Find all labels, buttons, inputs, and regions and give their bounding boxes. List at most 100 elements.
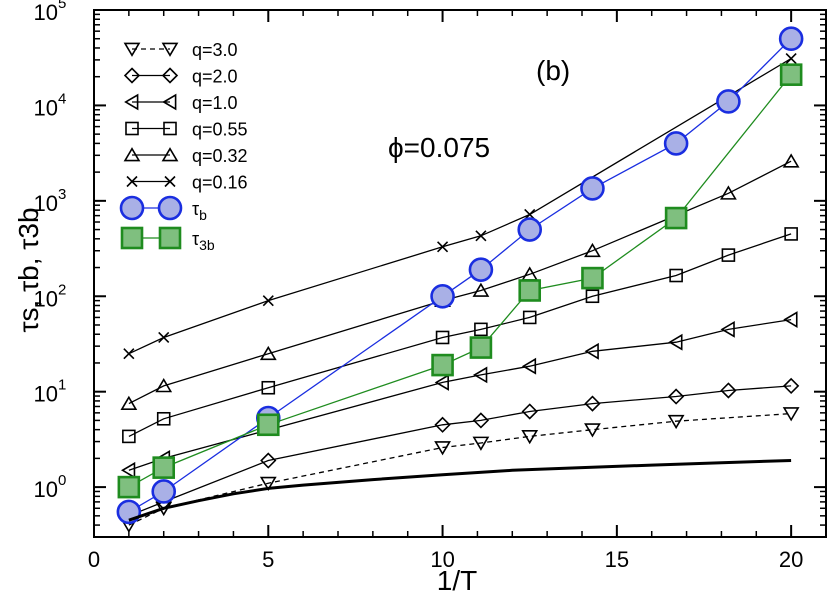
data-point-q=0.32 <box>584 242 601 258</box>
legend-marker <box>123 67 141 84</box>
data-point-q=0.55 <box>156 411 171 426</box>
data-point-q=0.32 <box>155 378 173 393</box>
data-point-tau_b <box>778 26 804 52</box>
legend-item-q=0.55: q=0.55 <box>125 120 248 140</box>
x-tick-label: 15 <box>605 547 629 572</box>
legend-marker <box>164 175 176 188</box>
y-tick-exponent: 0 <box>58 472 66 489</box>
data-point-q=0.55 <box>669 268 683 283</box>
legend-label-subscript: b <box>199 207 207 223</box>
data-point-tau_3b <box>117 475 141 499</box>
data-point-q=0.32 <box>120 395 138 411</box>
data-point-q=2.0 <box>434 416 451 433</box>
series-tau_3b <box>117 63 803 499</box>
series-q=0.55 <box>122 227 798 444</box>
legend-marker <box>120 226 144 250</box>
y-tick-exponent: 5 <box>58 0 66 12</box>
legend-marker <box>124 93 139 111</box>
x-tick-label: 20 <box>779 547 803 572</box>
series-q=3.0 <box>120 407 800 533</box>
data-point-q=0.16 <box>785 52 797 65</box>
data-point-q=0.55 <box>261 380 276 395</box>
data-point-q=0.32 <box>259 345 277 361</box>
legend-marker <box>161 67 179 84</box>
data-point-q=1.0 <box>720 320 735 338</box>
legend-label-subscript: 3b <box>199 237 215 253</box>
data-point-q=0.16 <box>262 295 274 307</box>
data-point-tau_3b <box>581 266 604 290</box>
y-tick-label: 10 <box>34 95 58 120</box>
data-point-tau_b <box>716 89 741 114</box>
x-axis-title: 1/T <box>437 565 477 596</box>
data-point-q=1.0 <box>668 333 683 351</box>
legend-item-tau_3b: τ3b <box>120 226 215 253</box>
data-point-q=0.55 <box>435 330 450 345</box>
data-point-tau_b <box>517 217 543 242</box>
legend-item-q=0.32: q=0.32 <box>123 146 248 166</box>
data-point-q=3.0 <box>434 441 451 456</box>
y-tick-label: 10 <box>34 382 58 407</box>
legend-marker <box>123 147 141 162</box>
legend-marker <box>161 147 179 162</box>
data-point-q=0.32 <box>472 282 490 297</box>
legend-marker <box>161 42 179 57</box>
legend-marker <box>157 195 183 221</box>
series-tau_b <box>116 26 804 525</box>
y-tick-exponent: 2 <box>58 281 66 298</box>
legend-marker <box>158 226 182 250</box>
data-point-q=1.0 <box>434 374 449 391</box>
data-point-tau_3b <box>664 206 688 230</box>
data-point-q=0.55 <box>585 289 600 304</box>
plot-border <box>93 9 827 538</box>
data-point-tau_3b <box>431 353 454 377</box>
data-point-q=2.0 <box>584 395 601 412</box>
legend-label: q=0.32 <box>192 146 248 166</box>
y-axis-title: τs, τb, τ3b <box>13 207 44 332</box>
x-tick-label: 0 <box>88 547 100 572</box>
data-point-q=1.0 <box>783 311 798 328</box>
series-line-q=3.0 <box>128 412 792 526</box>
legend-marker <box>162 93 177 111</box>
data-point-q=3.0 <box>782 407 800 422</box>
x-tick-label: 10 <box>430 547 454 572</box>
data-point-tau_3b <box>469 336 493 359</box>
legend-item-q=3.0: q=3.0 <box>123 40 238 60</box>
data-point-q=0.16 <box>158 331 170 344</box>
legend-label: q=1.0 <box>192 93 238 113</box>
legend-marker <box>126 175 138 188</box>
data-point-q=1.0 <box>521 357 537 375</box>
y-tick-label: 10 <box>34 477 58 502</box>
legend-marker <box>125 121 139 136</box>
data-point-q=0.16 <box>475 230 487 242</box>
legend-label: q=0.16 <box>192 173 248 193</box>
series-q=1.0 <box>120 311 798 479</box>
data-point-q=3.0 <box>472 436 490 451</box>
data-point-tau_b <box>430 283 455 309</box>
x-tick-label: 5 <box>262 547 274 572</box>
series-line-tau_b <box>128 38 792 513</box>
data-point-q=0.55 <box>784 227 798 241</box>
data-point-tau_3b <box>152 456 176 479</box>
data-point-q=0.55 <box>122 429 136 444</box>
legend-label: τb <box>192 199 207 223</box>
y-tick-label: 10 <box>34 0 58 25</box>
legend-label: q=0.55 <box>192 120 248 140</box>
data-point-q=3.0 <box>521 429 539 445</box>
data-point-tau_b <box>468 257 494 282</box>
data-point-q=0.16 <box>123 348 135 360</box>
legend: q=3.0 q=2.0 q=1.0 q=0.55 q=0.32 q=0.16 τb τ3b <box>119 40 248 253</box>
data-point-q=3.0 <box>667 414 685 430</box>
data-point-q=0.55 <box>721 248 736 262</box>
series-line-reference <box>128 459 792 522</box>
data-point-q=0.32 <box>782 153 800 168</box>
data-point-tau_3b <box>779 63 803 86</box>
legend-item-tau_b: τb <box>119 195 207 223</box>
legend-label: τ3b <box>192 229 215 253</box>
data-point-tau_b <box>580 176 605 201</box>
series-line-q=0.55 <box>128 233 792 437</box>
phi-annotation: ϕ=0.075 <box>388 132 490 163</box>
y-tick-exponent: 4 <box>58 90 66 107</box>
legend-item-q=2.0: q=2.0 <box>123 67 238 87</box>
